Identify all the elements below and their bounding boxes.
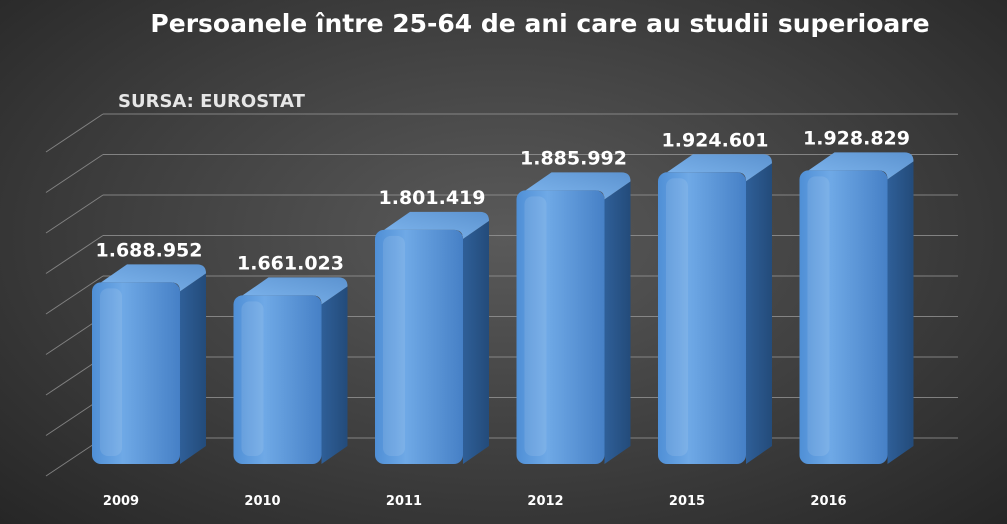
- bar-top: [384, 211, 489, 239]
- bar-highlight: [241, 301, 264, 456]
- bar-side: [604, 181, 631, 464]
- bar-top: [525, 172, 631, 200]
- bar-front: [233, 295, 322, 464]
- bar-highlight: [383, 235, 405, 456]
- gridline-diagonal: [45, 235, 104, 274]
- bar-side: [887, 161, 914, 464]
- bar-2016: [799, 152, 914, 464]
- category-labels: 2009 2010 2011 2012 2015 2016: [103, 494, 847, 509]
- bars: [92, 152, 914, 464]
- bar-front: [516, 190, 605, 464]
- value-label: 1.924.601: [662, 129, 769, 151]
- bar-2010: [233, 277, 348, 464]
- bar-front: [375, 229, 463, 464]
- bar-highlight: [666, 178, 688, 456]
- bar-top: [808, 152, 914, 180]
- value-labels: 1.688.952 1.661.023 1.801.419 1.885.992 1.92…: [96, 127, 910, 274]
- bar-side: [746, 163, 772, 464]
- chart-title: Persoanele între 25-64 de ani care au st…: [150, 9, 929, 38]
- gridline-diagonal: [45, 275, 104, 315]
- bar-front: [658, 172, 746, 464]
- category-label: 2009: [103, 494, 139, 509]
- bar-top: [101, 264, 206, 292]
- gridline-diagonal: [45, 154, 104, 193]
- category-label: 2010: [244, 494, 280, 509]
- value-label: 1.885.992: [520, 147, 627, 169]
- category-label: 2012: [527, 494, 563, 509]
- category-label: 2011: [386, 494, 422, 509]
- value-label: 1.661.023: [237, 252, 344, 274]
- value-label: 1.801.419: [379, 187, 486, 209]
- bar-highlight: [807, 176, 830, 456]
- value-label: 1.928.829: [803, 127, 910, 149]
- bar-side: [463, 220, 489, 464]
- bar-2009: [92, 264, 206, 464]
- bar-highlight: [524, 196, 547, 456]
- bar-side: [321, 286, 348, 464]
- bar-2012: [516, 172, 631, 464]
- category-label: 2016: [810, 494, 846, 509]
- bar-2011: [375, 211, 489, 464]
- bar-side: [180, 273, 206, 464]
- bar-highlight: [100, 288, 122, 456]
- bar-front: [92, 282, 180, 464]
- gridline-diagonal: [45, 113, 104, 153]
- bar-top: [667, 154, 772, 182]
- source-label: SURSA: EUROSTAT: [118, 91, 306, 112]
- bar-front: [799, 170, 888, 464]
- category-label: 2015: [669, 494, 705, 509]
- bar-2015: [658, 154, 772, 464]
- bar-top: [242, 277, 348, 305]
- gridline-diagonal: [45, 194, 104, 234]
- value-label: 1.688.952: [96, 239, 203, 261]
